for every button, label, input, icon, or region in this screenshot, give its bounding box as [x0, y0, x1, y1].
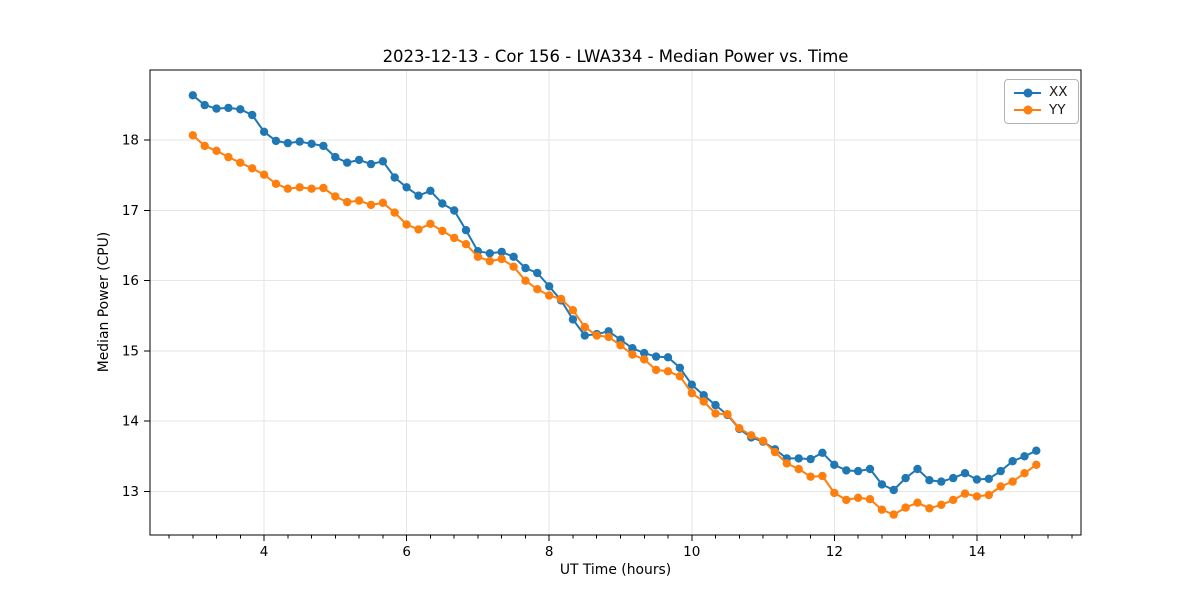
axis-ticks [144, 139, 1073, 541]
tick-labels: 4 6 8 10 12 14 13 14 15 16 17 18 [122, 133, 986, 560]
series-line-yy [191, 134, 1038, 516]
grid-lines [150, 70, 1081, 535]
series-yy [188, 131, 1041, 519]
series-line-xx [191, 94, 1038, 491]
legend-label: YY [1049, 101, 1066, 118]
series-markers-xx [188, 91, 1041, 495]
y-tick-label: 14 [122, 414, 139, 430]
series-xx [188, 91, 1041, 495]
y-tick-label: 13 [122, 484, 139, 500]
x-axis-label: UT Time (hours) [559, 562, 672, 578]
x-tick-label: 14 [968, 544, 985, 560]
y-tick-label: 16 [122, 273, 139, 289]
x-tick-label: 10 [683, 544, 700, 560]
y-axis-label: Median Power (CPU) [96, 231, 112, 373]
x-tick-label: 4 [260, 544, 269, 560]
legend-line-swatch-xx [1014, 88, 1041, 98]
series-markers-yy [188, 131, 1041, 519]
legend-marker-icon [1023, 88, 1032, 98]
legend-marker-icon [1023, 105, 1032, 115]
legend-label: XX [1049, 84, 1068, 100]
x-tick-label: 12 [826, 544, 843, 560]
x-tick-label: 6 [402, 544, 411, 560]
legend: XX YY [1004, 79, 1079, 124]
y-tick-label: 18 [122, 133, 139, 149]
x-tick-label: 8 [545, 544, 554, 560]
legend-item-xx: XX [1014, 84, 1068, 100]
legend-item-yy: YY [1014, 101, 1068, 118]
y-tick-label: 17 [122, 203, 139, 219]
y-tick-label: 15 [122, 343, 139, 359]
chart-title: 2023-12-13 - Cor 156 - LWA334 - Median P… [382, 47, 849, 66]
plot-border [149, 69, 1082, 536]
legend-line-swatch-yy [1014, 105, 1041, 115]
